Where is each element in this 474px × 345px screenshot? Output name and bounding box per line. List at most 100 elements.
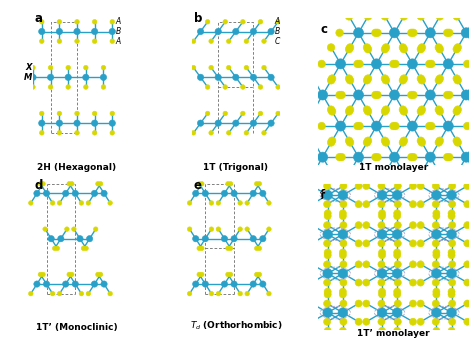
Circle shape (267, 292, 271, 296)
Circle shape (268, 74, 274, 80)
Circle shape (363, 240, 370, 247)
Circle shape (309, 201, 316, 208)
Circle shape (418, 106, 426, 114)
Circle shape (98, 181, 103, 186)
Text: X: X (26, 63, 32, 72)
Circle shape (77, 236, 83, 242)
Circle shape (363, 318, 370, 325)
Circle shape (363, 221, 370, 229)
Circle shape (43, 227, 47, 231)
Circle shape (410, 29, 417, 37)
Circle shape (92, 111, 97, 116)
Circle shape (276, 20, 281, 24)
Circle shape (339, 327, 346, 334)
Circle shape (378, 279, 385, 286)
Circle shape (340, 240, 347, 247)
Circle shape (378, 240, 385, 247)
Circle shape (309, 279, 316, 286)
Circle shape (323, 269, 332, 278)
Circle shape (417, 279, 424, 286)
Circle shape (108, 292, 112, 296)
Circle shape (64, 227, 69, 231)
Circle shape (389, 28, 400, 38)
Circle shape (432, 221, 439, 229)
Circle shape (216, 201, 220, 205)
Circle shape (192, 190, 199, 197)
Circle shape (39, 20, 44, 24)
Circle shape (309, 318, 316, 325)
Circle shape (31, 85, 35, 89)
Circle shape (432, 201, 439, 208)
Circle shape (356, 60, 364, 68)
Circle shape (394, 300, 401, 307)
Circle shape (363, 201, 370, 208)
Circle shape (345, 170, 353, 177)
Circle shape (58, 236, 64, 242)
Circle shape (410, 300, 417, 307)
Circle shape (408, 154, 415, 161)
Circle shape (209, 201, 214, 205)
Circle shape (324, 318, 331, 325)
Circle shape (48, 236, 55, 242)
Circle shape (435, 139, 443, 146)
Circle shape (426, 60, 433, 68)
Circle shape (245, 201, 249, 205)
Circle shape (345, 46, 353, 53)
Circle shape (464, 279, 471, 286)
Circle shape (83, 85, 88, 89)
Circle shape (363, 183, 370, 189)
Circle shape (324, 183, 331, 189)
Circle shape (432, 229, 441, 239)
Circle shape (336, 121, 346, 131)
Circle shape (57, 201, 62, 205)
Circle shape (245, 292, 249, 296)
Circle shape (339, 291, 346, 298)
Circle shape (318, 60, 326, 68)
Circle shape (379, 327, 385, 334)
Circle shape (381, 46, 389, 53)
Circle shape (241, 85, 245, 89)
Circle shape (55, 246, 60, 250)
Circle shape (394, 240, 401, 247)
Circle shape (374, 91, 381, 99)
Circle shape (453, 137, 461, 145)
Circle shape (433, 252, 440, 259)
Circle shape (310, 170, 317, 177)
Circle shape (464, 183, 471, 189)
Text: 2H (Hexagonal): 2H (Hexagonal) (37, 162, 117, 171)
Circle shape (418, 139, 426, 146)
Circle shape (400, 75, 408, 82)
Circle shape (428, 122, 435, 130)
Circle shape (324, 300, 331, 307)
Circle shape (75, 20, 79, 24)
Circle shape (197, 181, 201, 186)
Circle shape (110, 111, 115, 116)
Circle shape (223, 111, 228, 116)
Circle shape (464, 240, 471, 247)
Circle shape (226, 181, 230, 186)
Circle shape (300, 154, 308, 161)
Circle shape (447, 308, 456, 317)
Circle shape (417, 108, 425, 115)
Circle shape (377, 229, 387, 239)
Circle shape (435, 77, 443, 84)
Circle shape (394, 173, 401, 180)
Circle shape (448, 261, 456, 268)
Circle shape (472, 75, 474, 82)
Circle shape (324, 221, 331, 229)
Circle shape (228, 181, 233, 186)
Circle shape (200, 246, 204, 250)
Circle shape (339, 249, 346, 256)
Circle shape (75, 130, 79, 135)
Circle shape (394, 213, 401, 220)
Circle shape (400, 108, 408, 115)
Circle shape (345, 12, 353, 20)
Circle shape (255, 272, 259, 277)
Circle shape (258, 85, 263, 89)
Circle shape (227, 39, 231, 43)
Text: 1T’ (Monoclinic): 1T’ (Monoclinic) (36, 323, 118, 332)
Circle shape (356, 122, 364, 130)
Circle shape (340, 300, 347, 307)
Circle shape (209, 39, 213, 43)
Circle shape (432, 240, 439, 247)
